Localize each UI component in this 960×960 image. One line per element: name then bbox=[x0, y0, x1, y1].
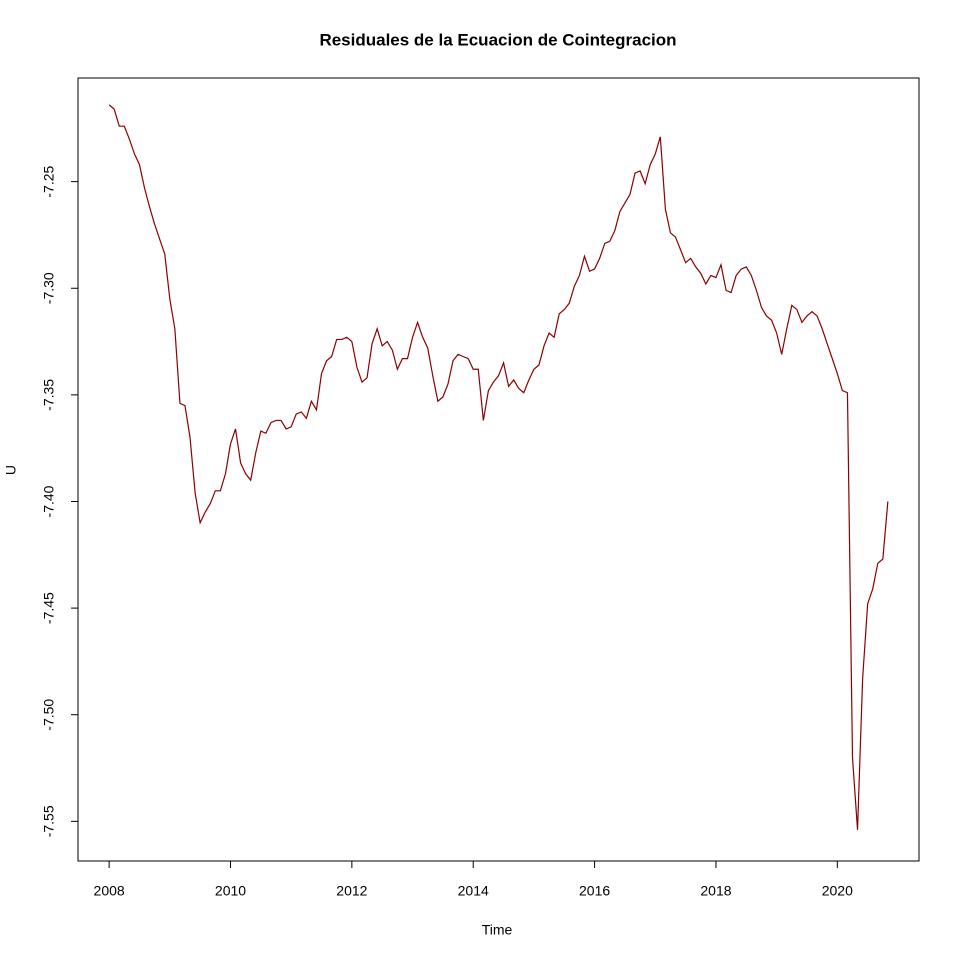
x-tick-label: 2012 bbox=[336, 883, 367, 899]
y-axis-label: U bbox=[3, 465, 19, 475]
x-axis-label: Time bbox=[482, 922, 513, 938]
y-tick-label: -7.50 bbox=[41, 699, 57, 731]
x-tick-label: 2016 bbox=[579, 883, 610, 899]
x-tick-label: 2014 bbox=[458, 883, 489, 899]
y-tick-label: -7.35 bbox=[41, 379, 57, 411]
x-tick-label: 2010 bbox=[215, 883, 246, 899]
y-tick-label: -7.45 bbox=[41, 592, 57, 624]
y-tick-label: -7.25 bbox=[41, 165, 57, 197]
y-tick-label: -7.55 bbox=[41, 805, 57, 837]
x-tick-label: 2020 bbox=[822, 883, 853, 899]
x-tick-label: 2018 bbox=[700, 883, 731, 899]
chart-title: Residuales de la Ecuacion de Cointegraci… bbox=[319, 30, 676, 49]
series-line bbox=[108, 104, 889, 830]
y-tick-label: -7.30 bbox=[41, 272, 57, 304]
y-tick-label: -7.40 bbox=[41, 485, 57, 517]
x-tick-label: 2008 bbox=[94, 883, 125, 899]
plot-box bbox=[77, 77, 920, 862]
